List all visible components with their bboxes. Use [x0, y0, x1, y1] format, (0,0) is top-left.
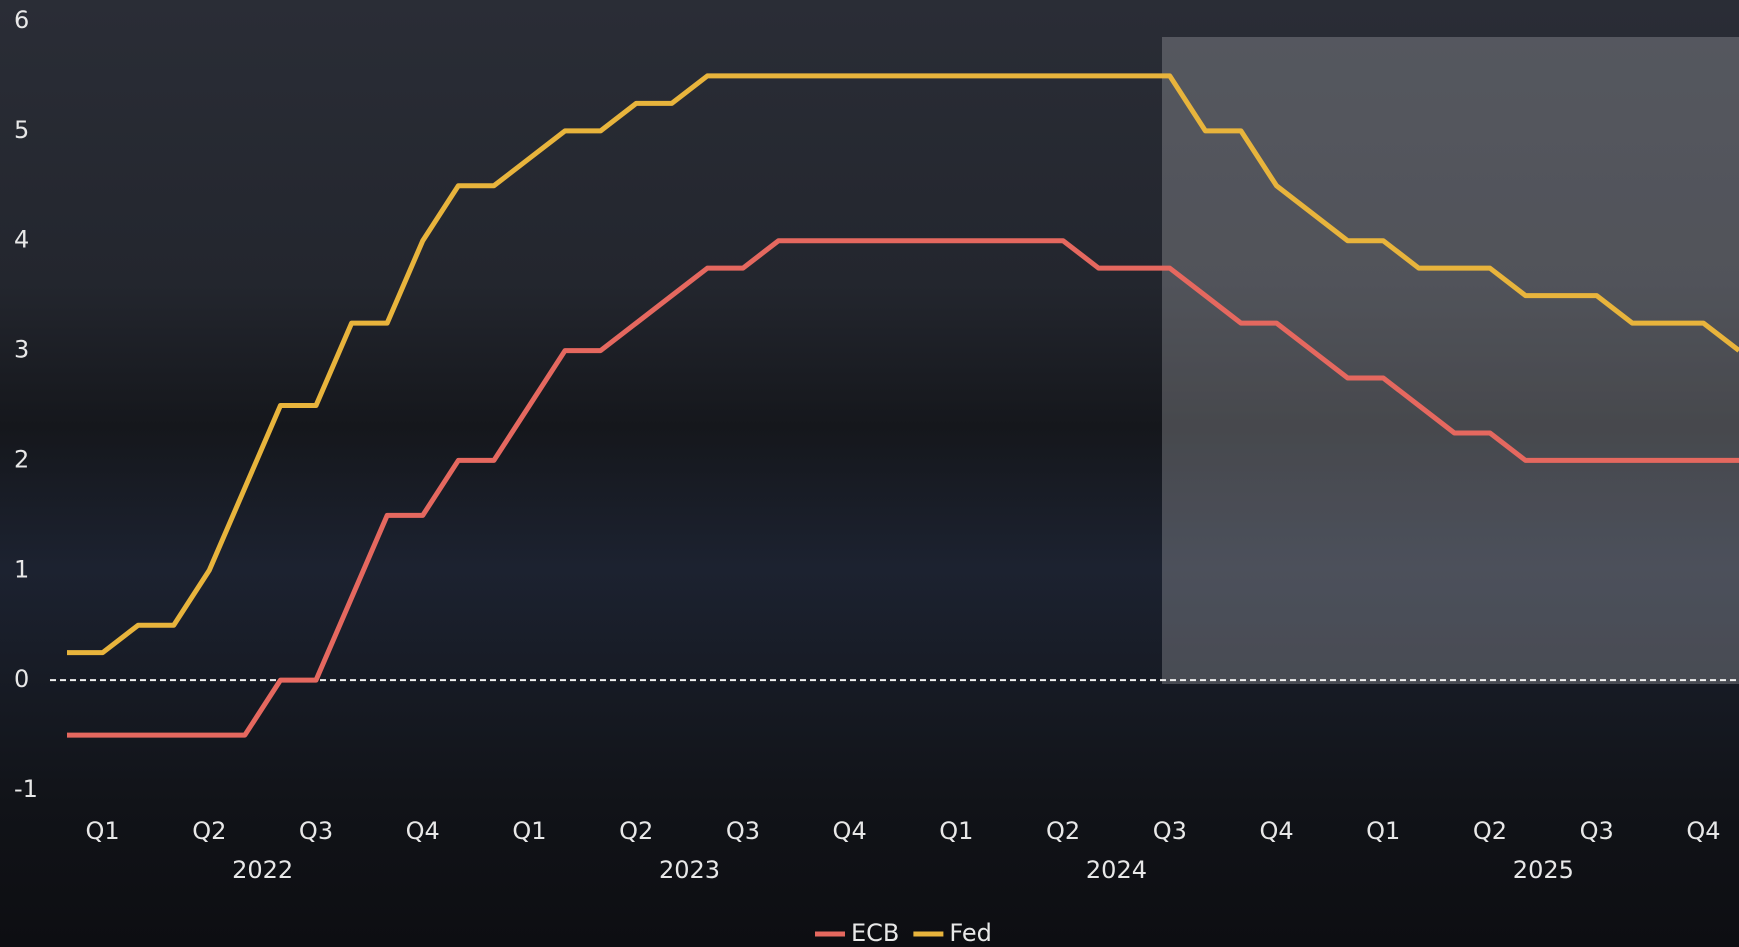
x-tick-label: Q2 — [192, 817, 226, 845]
legend-label: ECB — [851, 919, 899, 947]
y-tick-label: 0 — [14, 665, 29, 693]
chart: -1 0 1 2 3 4 5 6 Q1 Q2 Q3 Q4 Q1 Q2 Q3 Q4 Q1 Q2 Q3 Q4 Q1 Q2 Q3 Q… — [0, 0, 1739, 947]
y-tick-label: 1 — [14, 555, 29, 583]
x-tick-label: Q4 — [1686, 817, 1720, 845]
y-tick-label: -1 — [14, 775, 38, 803]
year-label: 2022 — [232, 856, 293, 884]
y-tick-label: 5 — [14, 116, 29, 144]
chart-page: -1 0 1 2 3 4 5 6 Q1 Q2 Q3 Q4 Q1 Q2 Q3 Q4 Q1 Q2 Q3 Q4 Q1 Q2 Q3 Q… — [0, 0, 1739, 947]
y-tick-label: 2 — [14, 445, 29, 473]
x-tick-label: Q1 — [1366, 817, 1400, 845]
x-tick-label: Q2 — [1046, 817, 1080, 845]
x-tick-label: Q3 — [726, 817, 760, 845]
x-tick-label: Q4 — [406, 817, 440, 845]
year-label: 2023 — [659, 856, 720, 884]
highlight-region — [1162, 37, 1739, 684]
y-tick-label: 4 — [14, 226, 29, 254]
x-tick-label: Q1 — [512, 817, 546, 845]
x-tick-label: Q2 — [619, 817, 653, 845]
x-tick-label: Q4 — [833, 817, 867, 845]
x-tick-label: Q4 — [1259, 817, 1293, 845]
x-tick-label: Q1 — [939, 817, 973, 845]
legend-label: Fed — [949, 919, 992, 947]
x-tick-label: Q1 — [85, 817, 119, 845]
x-tick-label: Q3 — [1580, 817, 1614, 845]
y-tick-label: 6 — [14, 6, 29, 34]
x-tick-label: Q3 — [1153, 817, 1187, 845]
y-tick-label: 3 — [14, 336, 29, 364]
x-tick-label: Q3 — [299, 817, 333, 845]
year-label: 2024 — [1086, 856, 1147, 884]
x-tick-label: Q2 — [1473, 817, 1507, 845]
year-label: 2025 — [1513, 856, 1574, 884]
